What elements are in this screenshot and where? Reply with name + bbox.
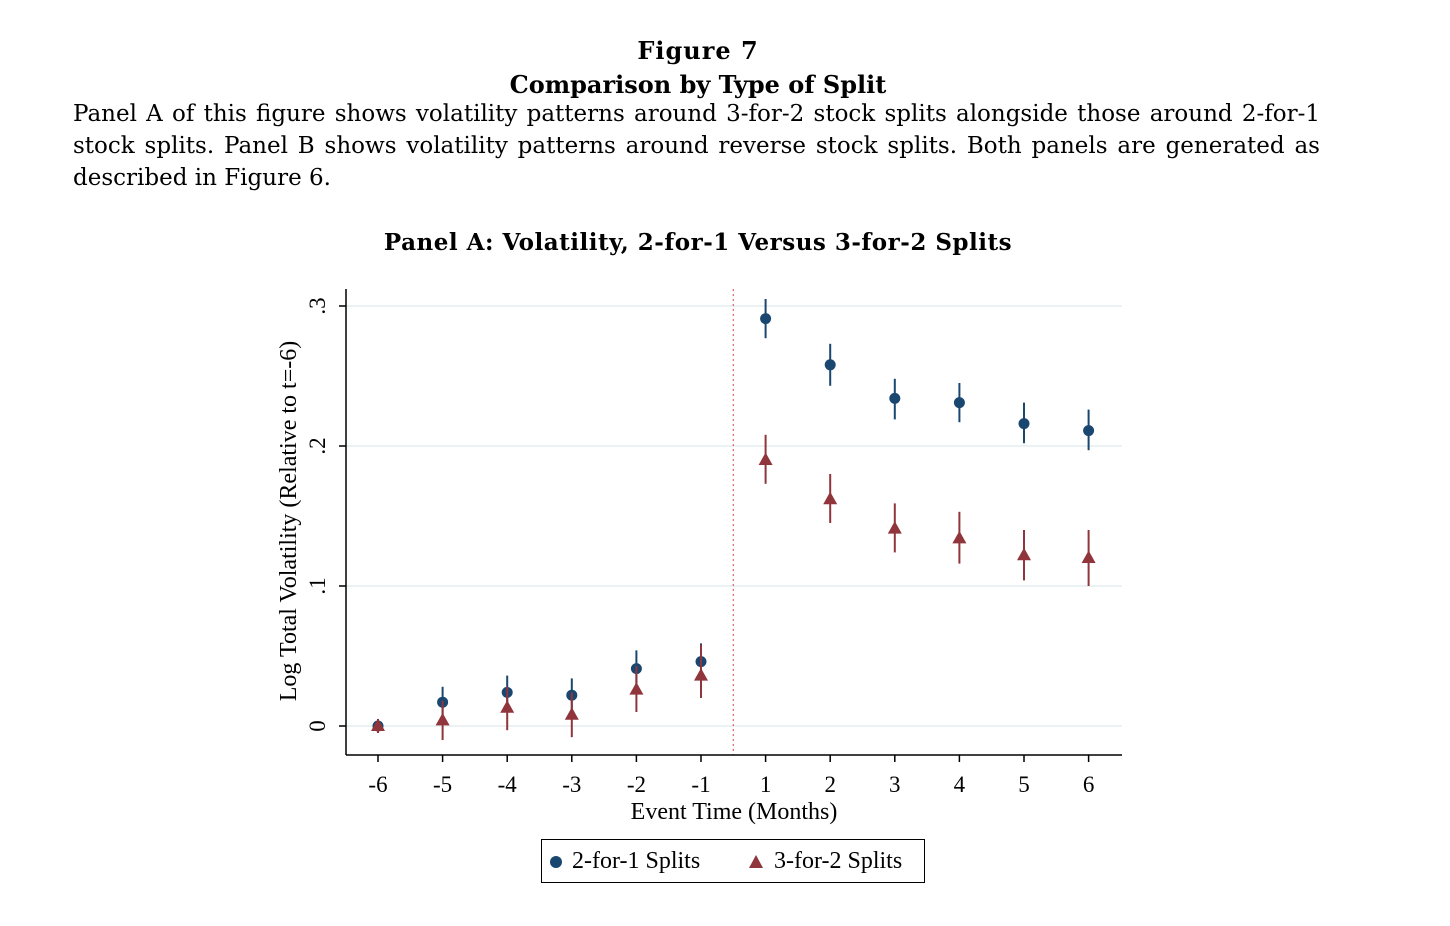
x-tick-label-0: -6 <box>368 772 387 797</box>
point-3-for-2-11 <box>1081 550 1096 563</box>
point-3-for-2-9 <box>952 530 967 544</box>
y-tick-label-2: .2 <box>305 437 330 454</box>
y-axis-title: Log Total Volatility (Relative to t=-6) <box>276 341 302 701</box>
x-tick-label-11: 6 <box>1083 772 1095 797</box>
figure-label: Figure 7 <box>637 36 759 65</box>
y-tick-label-0: 0 <box>305 720 330 732</box>
point-2-for-1-8 <box>889 392 901 404</box>
figure-caption: Panel A of this figure shows volatility … <box>73 101 1320 191</box>
point-3-for-2-6 <box>758 452 773 465</box>
point-3-for-2-0 <box>371 718 385 731</box>
point-2-for-1-7 <box>824 359 836 371</box>
figure-title: Comparison by Type of Split <box>509 70 887 99</box>
point-3-for-2-4 <box>629 682 644 695</box>
x-tick-label-9: 4 <box>954 772 966 797</box>
x-tick-label-3: -3 <box>562 772 581 797</box>
x-tick-label-2: -4 <box>498 772 518 797</box>
point-3-for-2-5 <box>694 668 708 681</box>
x-tick-label-8: 3 <box>889 772 901 797</box>
triangle-marker-icon <box>749 855 763 868</box>
y-tick-label-3: .3 <box>305 297 330 314</box>
chart-legend: 2-for-1 Splits 3-for-2 Splits <box>541 839 925 883</box>
x-tick-label-1: -5 <box>433 772 452 797</box>
point-2-for-1-11 <box>1083 425 1095 437</box>
point-3-for-2-10 <box>1017 547 1031 561</box>
legend-label-2-for-1: 2-for-1 Splits <box>572 848 701 874</box>
y-tick-label-1: .1 <box>305 577 330 594</box>
x-tick-label-6: 1 <box>760 772 772 797</box>
legend-item-2-for-1: 2-for-1 Splits <box>550 848 700 875</box>
panel-title: Panel A: Volatility, 2-for-1 Versus 3-fo… <box>383 229 1013 256</box>
point-2-for-1-9 <box>953 397 965 409</box>
point-2-for-1-6 <box>760 313 772 325</box>
point-2-for-1-10 <box>1018 418 1030 430</box>
x-tick-label-10: 5 <box>1018 772 1030 797</box>
x-tick-label-4: -2 <box>627 772 646 797</box>
legend-item-3-for-2: 3-for-2 Splits <box>749 848 902 875</box>
point-3-for-2-1 <box>435 712 450 726</box>
point-3-for-2-7 <box>823 491 838 505</box>
x-tick-label-5: -1 <box>691 772 710 797</box>
x-axis-title: Event Time (Months) <box>631 799 838 825</box>
legend-label-3-for-2: 3-for-2 Splits <box>774 848 903 874</box>
circle-marker-icon <box>550 855 562 868</box>
x-tick-label-7: 2 <box>824 772 836 797</box>
point-3-for-2-8 <box>887 521 902 534</box>
point-3-for-2-2 <box>500 700 515 713</box>
point-3-for-2-3 <box>564 707 579 720</box>
